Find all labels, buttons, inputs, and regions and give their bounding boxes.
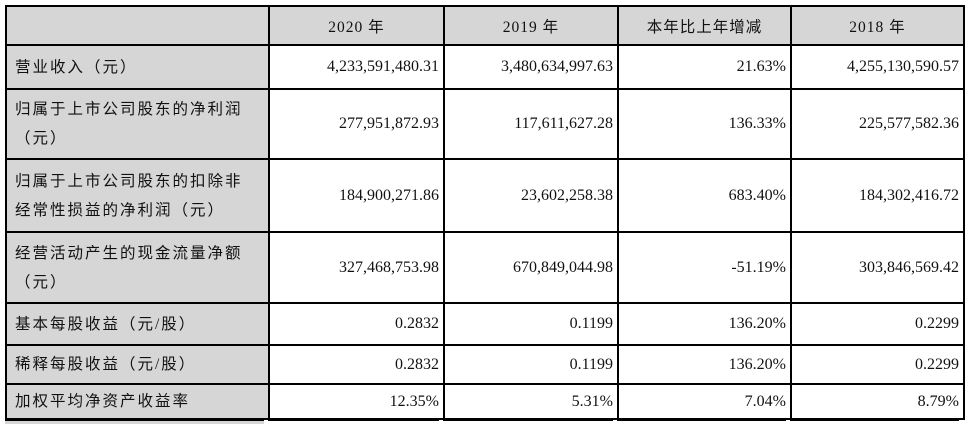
metric-label: 基本每股收益（元/股）: [5, 302, 270, 346]
table-row-net-profit: 归属于上市公司股东的净利润（元） 277,951,872.93 117,611,…: [5, 88, 965, 160]
value-2018: 4,255,130,590.57: [790, 44, 965, 90]
key-financials-table: 2020 年 2019 年 本年比上年增减 2018 年 营业收入（元） 4,2…: [5, 5, 965, 420]
value-2019: 3,480,634,997.63: [443, 44, 619, 90]
table-row-revenue: 营业收入（元） 4,233,591,480.31 3,480,634,997.6…: [5, 44, 965, 90]
value-2020: 0.2832: [268, 302, 445, 346]
metric-label: 稀释每股收益（元/股）: [5, 344, 270, 385]
value-yoy-change: 21.63%: [617, 44, 792, 90]
metric-label: 归属于上市公司股东的净利润（元）: [5, 88, 270, 160]
value-yoy-change: 136.20%: [617, 344, 792, 385]
cutoff-cell-border: [5, 418, 264, 424]
header-cell-2019: 2019 年: [443, 5, 619, 46]
value-2019: 0.1199: [443, 344, 619, 385]
value-yoy-change: 7.04%: [617, 383, 792, 420]
value-2020: 277,951,872.93: [268, 88, 445, 160]
cutoff-cell-border: [790, 418, 959, 424]
metric-label: 归属于上市公司股东的扣除非经常性损益的净利润（元）: [5, 158, 270, 233]
value-yoy-change: 683.40%: [617, 158, 792, 233]
table-row-operating-cash-flow: 经营活动产生的现金流量净额（元） 327,468,753.98 670,849,…: [5, 231, 965, 304]
table-row-weighted-avg-roe: 加权平均净资产收益率 12.35% 5.31% 7.04% 8.79%: [5, 383, 965, 420]
header-cell-2020: 2020 年: [268, 5, 445, 46]
value-2018: 184,302,416.72: [790, 158, 965, 233]
metric-label: 经营活动产生的现金流量净额（元）: [5, 231, 270, 304]
value-2019: 23,602,258.38: [443, 158, 619, 233]
value-yoy-change: -51.19%: [617, 231, 792, 304]
value-2019: 117,611,627.28: [443, 88, 619, 160]
value-2018: 303,846,569.42: [790, 231, 965, 304]
table-row-net-profit-excl-nonrecurring: 归属于上市公司股东的扣除非经常性损益的净利润（元） 184,900,271.86…: [5, 158, 965, 233]
table-row-diluted-eps: 稀释每股收益（元/股） 0.2832 0.1199 136.20% 0.2299: [5, 344, 965, 385]
table-row-basic-eps: 基本每股收益（元/股） 0.2832 0.1199 136.20% 0.2299: [5, 302, 965, 346]
value-yoy-change: 136.20%: [617, 302, 792, 346]
value-2018: 225,577,582.36: [790, 88, 965, 160]
value-2020: 327,468,753.98: [268, 231, 445, 304]
value-2020: 0.2832: [268, 344, 445, 385]
value-yoy-change: 136.33%: [617, 88, 792, 160]
next-row-cutoff: [5, 418, 963, 424]
cutoff-cell-border: [443, 418, 613, 424]
value-2018: 0.2299: [790, 302, 965, 346]
value-2018: 0.2299: [790, 344, 965, 385]
header-cell-2018: 2018 年: [790, 5, 965, 46]
value-2020: 184,900,271.86: [268, 158, 445, 233]
metric-label: 营业收入（元）: [5, 44, 270, 90]
value-2018: 8.79%: [790, 383, 965, 420]
value-2020: 4,233,591,480.31: [268, 44, 445, 90]
header-cell-yoy-change: 本年比上年增减: [617, 5, 792, 46]
value-2019: 5.31%: [443, 383, 619, 420]
metric-label: 加权平均净资产收益率: [5, 383, 270, 420]
table-header-row: 2020 年 2019 年 本年比上年增减 2018 年: [5, 5, 965, 46]
value-2019: 0.1199: [443, 302, 619, 346]
cutoff-cell-border: [617, 418, 786, 424]
cutoff-cell-border: [268, 418, 439, 424]
value-2020: 12.35%: [268, 383, 445, 420]
header-cell-blank: [5, 5, 270, 46]
value-2019: 670,849,044.98: [443, 231, 619, 304]
